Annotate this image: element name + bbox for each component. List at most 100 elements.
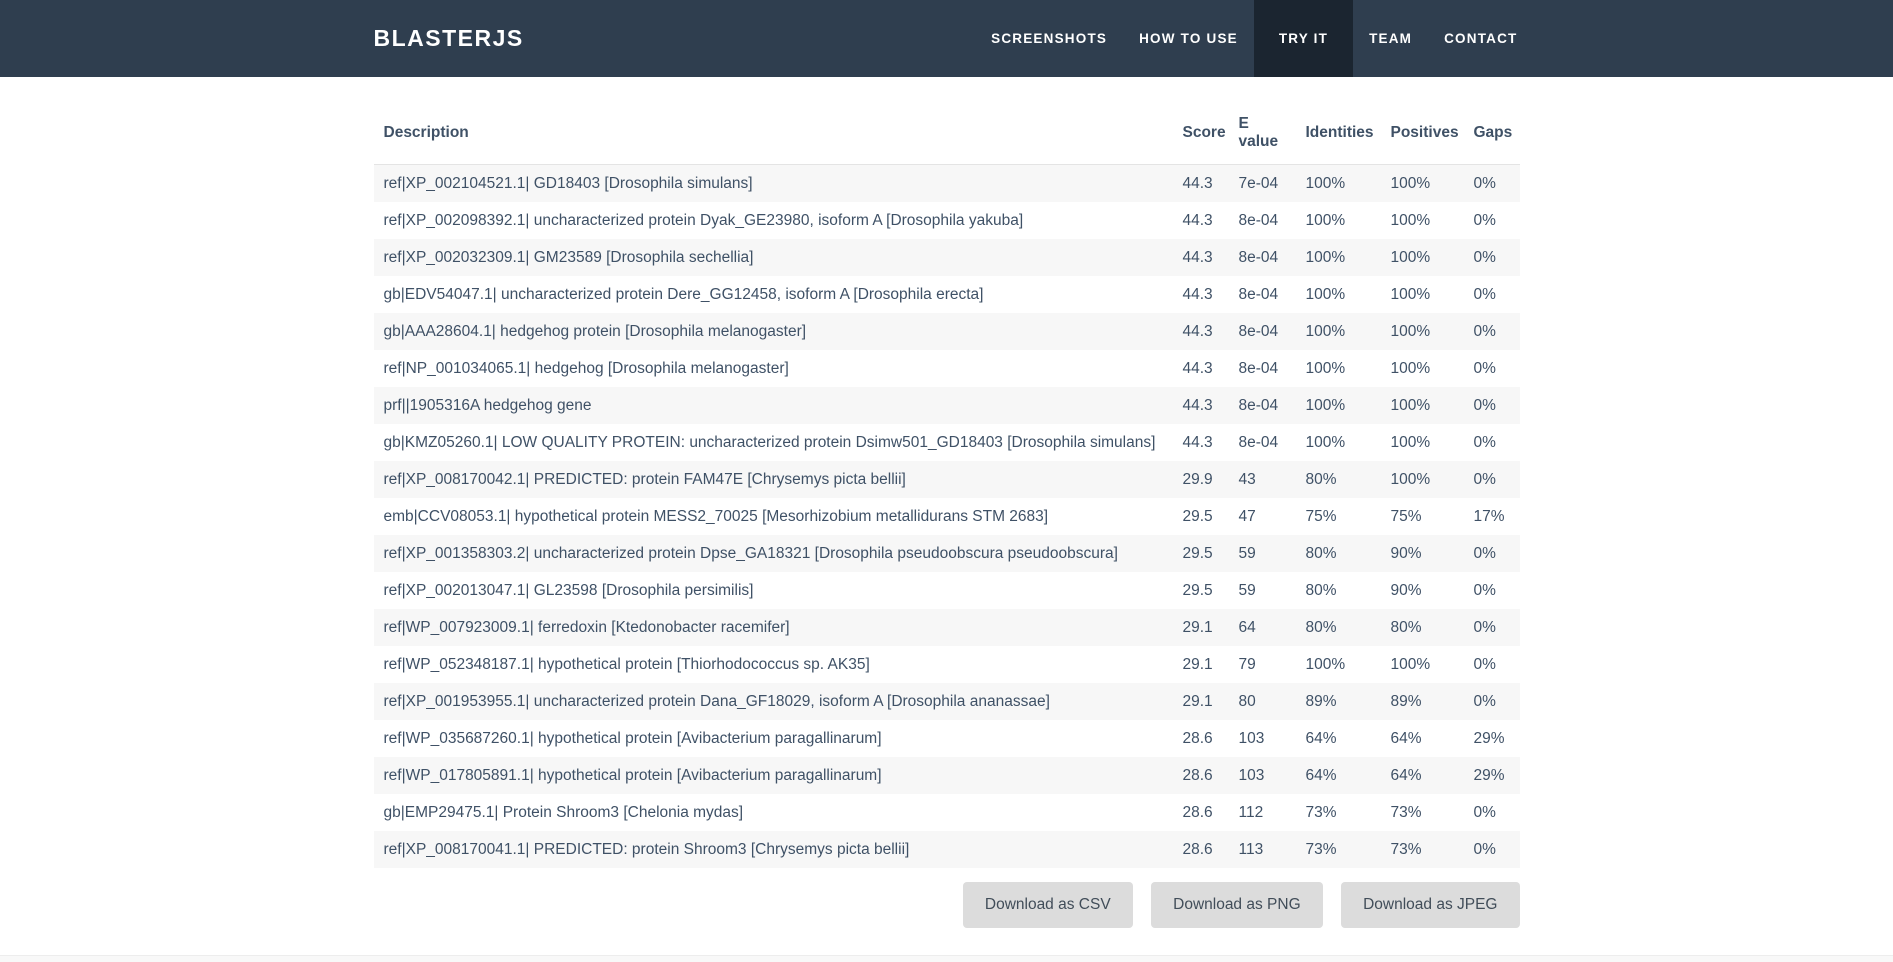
hit-positives: 80%: [1390, 618, 1422, 636]
hit-gaps: 0%: [1473, 211, 1496, 229]
hit-identities: 100%: [1305, 396, 1346, 414]
table-row[interactable]: gb|EMP29475.1| Protein Shroom3 [Chelonia…: [373, 794, 1520, 831]
download-csv-button[interactable]: Download as CSV: [962, 882, 1133, 928]
hit-gaps: 0%: [1473, 396, 1496, 414]
table-row[interactable]: ref|WP_052348187.1| hypothetical protein…: [373, 646, 1520, 683]
hit-identities: 80%: [1305, 618, 1337, 636]
hit-evalue: 59: [1238, 544, 1256, 562]
hit-gaps: 0%: [1473, 433, 1496, 451]
hit-description: emb|CCV08053.1| hypothetical protein MES…: [383, 507, 1049, 525]
download-png-button[interactable]: Download as PNG: [1151, 882, 1323, 928]
table-row[interactable]: ref|XP_002032309.1| GM23589 [Drosophila …: [373, 239, 1520, 276]
table-row[interactable]: ref|XP_002013047.1| GL23598 [Drosophila …: [373, 572, 1520, 609]
nav-item-contact[interactable]: CONTACT: [1444, 31, 1518, 46]
hit-positives: 100%: [1390, 248, 1431, 266]
hit-description: ref|XP_002013047.1| GL23598 [Drosophila …: [383, 581, 754, 599]
hit-gaps: 0%: [1473, 285, 1496, 303]
hit-score: 29.9: [1182, 470, 1213, 488]
hit-identities: 100%: [1305, 285, 1346, 303]
hit-positives: 100%: [1390, 174, 1431, 192]
hit-gaps: 0%: [1473, 470, 1496, 488]
hit-evalue: 43: [1238, 470, 1256, 488]
hit-evalue: 8e-04: [1238, 396, 1279, 414]
table-row[interactable]: ref|WP_035687260.1| hypothetical protein…: [373, 720, 1520, 757]
hit-identities: 100%: [1305, 211, 1346, 229]
hit-description: ref|XP_008170041.1| PREDICTED: protein S…: [383, 840, 910, 858]
table-row[interactable]: ref|WP_007923009.1| ferredoxin [Ktedonob…: [373, 609, 1520, 646]
nav-item-try-it[interactable]: TRY IT: [1253, 0, 1354, 77]
hit-identities: 73%: [1305, 803, 1337, 821]
hit-identities: 80%: [1305, 581, 1337, 599]
hit-evalue: 112: [1238, 803, 1264, 821]
table-row[interactable]: ref|XP_002104521.1| GD18403 [Drosophila …: [373, 164, 1520, 202]
nav-item-how-to-use[interactable]: HOW TO USE: [1139, 31, 1238, 46]
hit-gaps: 0%: [1473, 174, 1496, 192]
hit-score: 44.3: [1182, 248, 1213, 266]
hit-positives: 73%: [1390, 803, 1422, 821]
hit-description: ref|XP_002098392.1| uncharacterized prot…: [383, 211, 1024, 229]
hit-score: 28.6: [1182, 729, 1213, 747]
hit-description: gb|EMP29475.1| Protein Shroom3 [Chelonia…: [383, 803, 744, 821]
table-row[interactable]: prf||1905316A hedgehog gene 44.3 8e-04 1…: [373, 387, 1520, 424]
hit-positives: 89%: [1390, 692, 1422, 710]
hit-score: 44.3: [1182, 285, 1213, 303]
hit-description: ref|NP_001034065.1| hedgehog [Drosophila…: [383, 359, 789, 377]
hit-gaps: 0%: [1473, 359, 1496, 377]
hit-score: 28.6: [1182, 803, 1213, 821]
hit-identities: 100%: [1305, 174, 1346, 192]
nav-item-screenshots[interactable]: SCREENSHOTS: [991, 31, 1108, 46]
table-row[interactable]: ref|NP_001034065.1| hedgehog [Drosophila…: [373, 350, 1520, 387]
nav-item-team[interactable]: TEAM: [1369, 31, 1413, 46]
hit-evalue: 8e-04: [1238, 248, 1279, 266]
table-row[interactable]: ref|WP_017805891.1| hypothetical protein…: [373, 757, 1520, 794]
hit-evalue: 8e-04: [1238, 285, 1279, 303]
table-row[interactable]: ref|XP_008170041.1| PREDICTED: protein S…: [373, 831, 1520, 868]
hit-evalue: 8e-04: [1238, 359, 1279, 377]
hit-description: gb|EDV54047.1| uncharacterized protein D…: [383, 285, 984, 303]
hit-score: 44.3: [1182, 433, 1213, 451]
hit-positives: 100%: [1390, 322, 1431, 340]
hit-gaps: 29%: [1473, 729, 1505, 747]
hit-positives: 100%: [1390, 433, 1431, 451]
column-header-score: Score: [1172, 103, 1229, 165]
hit-evalue: 103: [1238, 766, 1265, 784]
table-row[interactable]: ref|XP_002098392.1| uncharacterized prot…: [373, 202, 1520, 239]
blast-results-table: Description Score E value Identities Pos…: [373, 103, 1520, 868]
table-row[interactable]: gb|KMZ05260.1| LOW QUALITY PROTEIN: unch…: [373, 424, 1520, 461]
hit-description: ref|XP_002104521.1| GD18403 [Drosophila …: [383, 174, 753, 192]
download-jpeg-button[interactable]: Download as JPEG: [1341, 882, 1520, 928]
hit-evalue: 113: [1238, 840, 1264, 858]
table-row[interactable]: ref|XP_001358303.2| uncharacterized prot…: [373, 535, 1520, 572]
column-header-description: Description: [373, 103, 1173, 165]
hit-evalue: 79: [1238, 655, 1256, 673]
hit-identities: 80%: [1305, 470, 1337, 488]
hit-description: ref|WP_052348187.1| hypothetical protein…: [383, 655, 870, 673]
hit-positives: 100%: [1390, 211, 1431, 229]
hit-positives: 75%: [1390, 507, 1422, 525]
hit-description: ref|WP_017805891.1| hypothetical protein…: [383, 766, 882, 784]
main-content: Description Score E value Identities Pos…: [373, 103, 1520, 928]
table-row[interactable]: emb|CCV08053.1| hypothetical protein MES…: [373, 498, 1520, 535]
hit-identities: 100%: [1305, 433, 1346, 451]
hit-gaps: 0%: [1473, 581, 1496, 599]
hit-gaps: 0%: [1473, 655, 1496, 673]
hit-description: prf||1905316A hedgehog gene: [383, 396, 592, 414]
hit-score: 28.6: [1182, 840, 1213, 858]
table-row[interactable]: ref|XP_001953955.1| uncharacterized prot…: [373, 683, 1520, 720]
brand-logo[interactable]: BLASTERJS: [373, 25, 524, 51]
hit-gaps: 0%: [1473, 692, 1496, 710]
hit-positives: 100%: [1390, 359, 1431, 377]
hit-score: 29.5: [1182, 544, 1213, 562]
hit-identities: 100%: [1305, 655, 1346, 673]
hit-score: 28.6: [1182, 766, 1213, 784]
table-row[interactable]: ref|XP_008170042.1| PREDICTED: protein F…: [373, 461, 1520, 498]
hit-score: 44.3: [1182, 322, 1213, 340]
hit-evalue: 64: [1238, 618, 1256, 636]
hit-positives: 100%: [1390, 470, 1431, 488]
hit-positives: 90%: [1390, 544, 1422, 562]
table-row[interactable]: gb|AAA28604.1| hedgehog protein [Drosoph…: [373, 313, 1520, 350]
table-row[interactable]: gb|EDV54047.1| uncharacterized protein D…: [373, 276, 1520, 313]
hit-identities: 75%: [1305, 507, 1337, 525]
hit-evalue: 80: [1238, 692, 1256, 710]
hit-score: 44.3: [1182, 396, 1213, 414]
